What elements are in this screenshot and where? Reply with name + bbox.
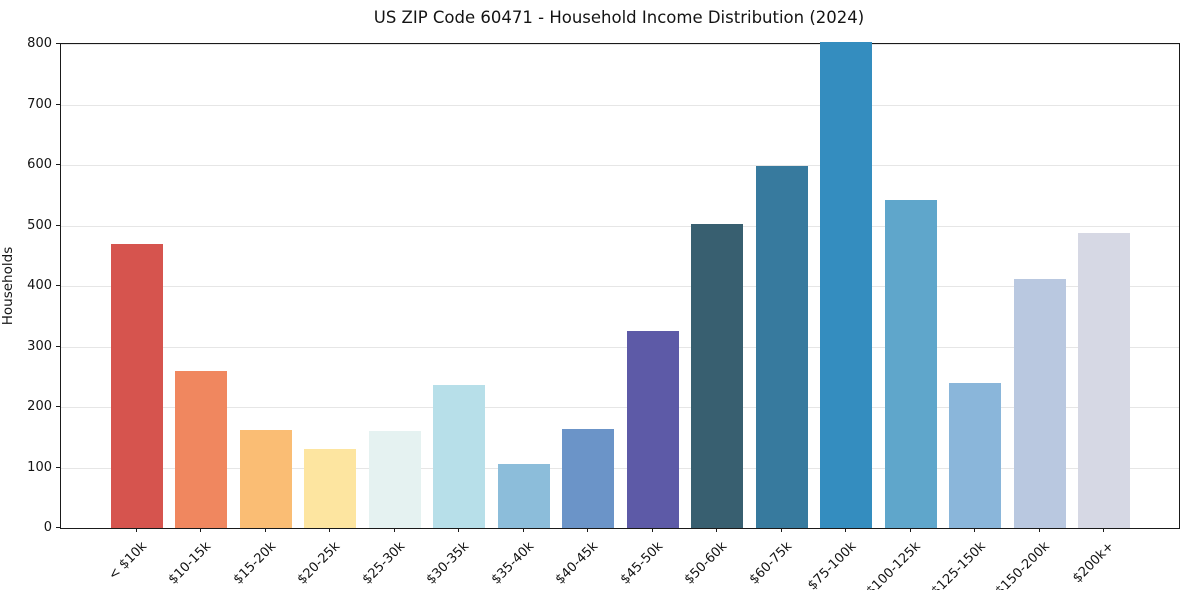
y-tick-label: 0 — [43, 520, 52, 535]
x-tick-mark — [651, 528, 653, 532]
x-tick-mark — [909, 528, 911, 532]
y-tick-label: 100 — [27, 459, 52, 475]
y-tick-label: 300 — [27, 338, 52, 354]
chart-title: US ZIP Code 60471 - Household Income Dis… — [373, 8, 865, 27]
x-tick-mark — [845, 528, 846, 532]
x-tick-mark — [716, 528, 717, 532]
gridline — [61, 407, 1179, 408]
y-tick-mark — [56, 285, 60, 286]
y-tick-mark — [56, 164, 60, 165]
plot-area — [60, 42, 1180, 529]
bar-< $10k — [110, 243, 163, 528]
x-tick-label: $40-45k — [553, 539, 602, 588]
y-tick-label: 500 — [27, 217, 52, 233]
y-tick-mark — [56, 103, 60, 105]
y-tick-label: 700 — [27, 96, 52, 112]
gridline — [61, 44, 1179, 45]
x-tick-label: $75-100k — [805, 539, 860, 590]
x-tick-mark — [1103, 528, 1104, 532]
bar-$35-40k — [497, 463, 550, 528]
x-tick-label: $50-60k — [682, 539, 731, 588]
x-tick-mark — [1038, 528, 1040, 532]
x-tick-label: $100-125k — [863, 539, 925, 590]
x-tick-mark — [522, 528, 524, 532]
gridline — [61, 346, 1179, 348]
y-tick-label: 200 — [27, 399, 52, 414]
bar-$10-15k — [175, 370, 227, 528]
x-tick-mark — [135, 528, 137, 532]
y-tick-mark — [56, 345, 60, 347]
bar-$75-100k — [820, 42, 872, 528]
x-tick-mark — [264, 528, 266, 532]
x-tick-mark — [780, 528, 782, 532]
gridline — [61, 165, 1179, 166]
bar-$30-35k — [433, 384, 485, 528]
gridline — [61, 467, 1179, 469]
bar-$20-25k — [304, 448, 356, 528]
x-tick-mark — [200, 528, 201, 532]
x-tick-mark — [974, 528, 975, 532]
y-tick-mark — [56, 406, 60, 407]
bar-$60-75k — [755, 166, 808, 528]
x-tick-label: $30-35k — [424, 539, 473, 588]
x-tick-label: $25-30k — [359, 539, 409, 588]
x-tick-mark — [393, 528, 395, 532]
x-tick-mark — [458, 528, 459, 532]
x-tick-label: $20-25k — [295, 539, 344, 588]
x-tick-label: $15-20k — [230, 539, 280, 588]
gridline — [61, 286, 1179, 287]
x-tick-mark — [587, 528, 588, 532]
x-tick-label: $45-50k — [617, 539, 667, 588]
bar-$25-30k — [368, 431, 421, 528]
bar-$125-150k — [949, 382, 1001, 528]
x-tick-label: $35-40k — [488, 539, 538, 588]
bar-$150-200k — [1013, 279, 1066, 528]
gridline — [61, 225, 1179, 227]
bar-$100-125k — [884, 200, 937, 528]
bar-$15-20k — [239, 430, 292, 528]
bar-$45-50k — [626, 330, 679, 528]
x-tick-label: $150-200k — [992, 539, 1054, 590]
bar-$40-45k — [562, 428, 614, 528]
gridline — [61, 104, 1179, 106]
y-tick-label: 600 — [27, 157, 52, 172]
y-tick-mark — [56, 224, 60, 226]
y-tick-mark — [56, 527, 60, 528]
bar-$50-60k — [691, 224, 743, 528]
y-tick-mark — [56, 43, 60, 44]
y-tick-label: 400 — [27, 278, 52, 293]
y-tick-mark — [56, 466, 60, 468]
y-tick-label: 800 — [27, 36, 52, 51]
x-tick-label: $125-150k — [928, 539, 989, 590]
bar-$200k+ — [1078, 233, 1130, 528]
x-tick-label: $200k+ — [1070, 539, 1118, 587]
x-tick-label: < $10k — [106, 539, 151, 584]
x-tick-mark — [329, 528, 330, 532]
x-tick-label: $60-75k — [746, 539, 796, 588]
x-tick-label: $10-15k — [166, 539, 215, 588]
